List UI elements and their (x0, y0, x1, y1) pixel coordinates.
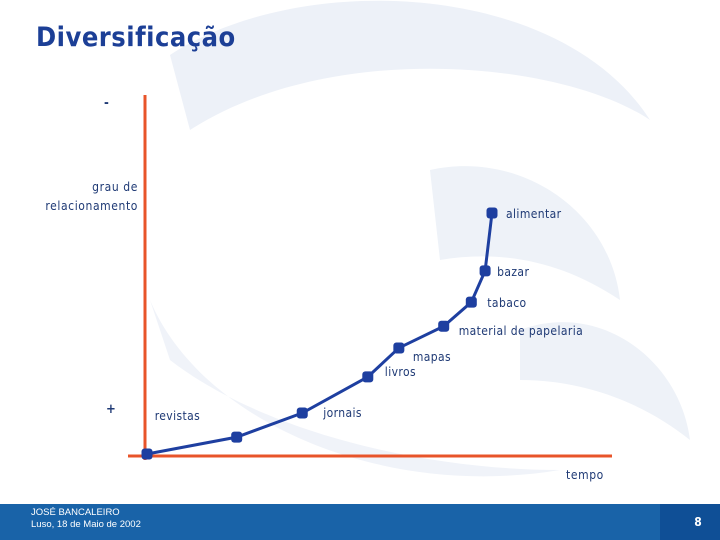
page-title: Diversificação (36, 22, 236, 53)
data-point-marker (362, 371, 374, 383)
author-name: JOSÉ BANCALEIRO (31, 507, 120, 518)
data-point-marker (479, 265, 491, 277)
data-point-label: jornais (323, 406, 362, 421)
y-axis-top-sign: - (104, 96, 109, 111)
data-point-label: mapas (412, 349, 452, 364)
presentation-date: Luso, 18 de Maio de 2002 (31, 519, 141, 530)
data-point-marker (465, 296, 477, 308)
data-point-label: bazar (497, 264, 530, 279)
page-number: 8 (694, 515, 702, 529)
y-axis-label-line1: grau de (92, 180, 138, 194)
footer-author-block: JOSÉ BANCALEIRO Luso, 18 de Maio de 2002 (31, 507, 141, 531)
x-axis-label: tempo (566, 468, 604, 482)
footer-bar: 8 (0, 504, 720, 540)
data-point-marker (141, 448, 153, 460)
y-axis-label: grau de relacionamento (30, 178, 138, 216)
data-point-marker (438, 320, 450, 332)
data-point-label: tabaco (487, 296, 527, 311)
data-point-marker (486, 207, 498, 219)
data-point-label: livros (384, 364, 416, 379)
data-point-label: material de papelaria (458, 324, 584, 339)
y-axis-label-line2: relacionamento (45, 199, 138, 213)
data-point-marker (393, 342, 405, 354)
data-point-marker (231, 431, 243, 443)
y-axis-bottom-sign: + (106, 402, 116, 417)
data-point-label: revistas (154, 409, 201, 424)
data-point-label: alimentar (506, 207, 562, 221)
page-number-box: 8 (660, 504, 720, 540)
data-point-marker (296, 407, 308, 419)
